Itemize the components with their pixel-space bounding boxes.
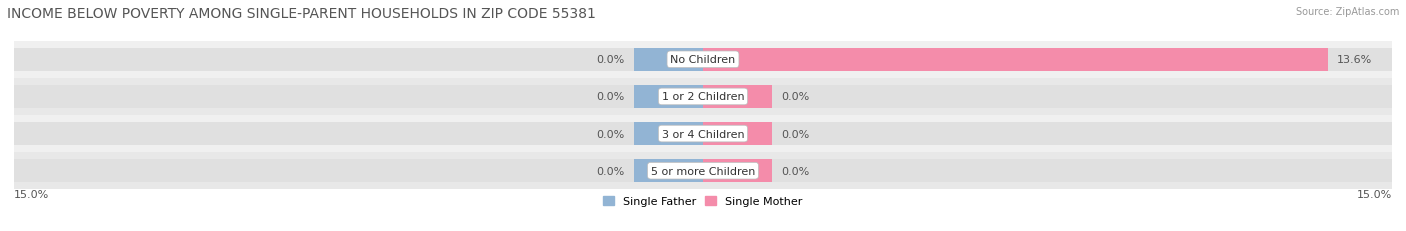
Legend: Single Father, Single Mother: Single Father, Single Mother <box>599 191 807 210</box>
Text: 0.0%: 0.0% <box>782 129 810 139</box>
Text: 1 or 2 Children: 1 or 2 Children <box>662 92 744 102</box>
Bar <box>14 152 1392 189</box>
Bar <box>703 85 772 109</box>
Text: 3 or 4 Children: 3 or 4 Children <box>662 129 744 139</box>
Text: 0.0%: 0.0% <box>782 166 810 176</box>
Text: 0.0%: 0.0% <box>596 92 624 102</box>
Text: 5 or more Children: 5 or more Children <box>651 166 755 176</box>
Bar <box>14 42 1392 79</box>
Bar <box>703 85 1392 109</box>
Text: 0.0%: 0.0% <box>596 55 624 65</box>
Bar <box>14 159 703 182</box>
Text: 13.6%: 13.6% <box>1337 55 1372 65</box>
Bar <box>14 79 1392 116</box>
Bar <box>634 49 703 72</box>
Text: 0.0%: 0.0% <box>782 92 810 102</box>
Text: 15.0%: 15.0% <box>14 189 49 199</box>
Bar <box>634 159 703 182</box>
Bar <box>634 122 703 146</box>
Bar <box>703 49 1327 72</box>
Bar <box>703 122 1392 146</box>
Bar <box>14 85 703 109</box>
Text: No Children: No Children <box>671 55 735 65</box>
Bar <box>703 49 1392 72</box>
Bar <box>703 159 772 182</box>
Bar <box>14 49 703 72</box>
Text: 0.0%: 0.0% <box>596 129 624 139</box>
Bar <box>703 159 1392 182</box>
Bar <box>634 85 703 109</box>
Text: 0.0%: 0.0% <box>596 166 624 176</box>
Bar <box>14 116 1392 152</box>
Bar <box>14 122 703 146</box>
Text: 15.0%: 15.0% <box>1357 189 1392 199</box>
Text: Source: ZipAtlas.com: Source: ZipAtlas.com <box>1295 7 1399 17</box>
Bar <box>703 122 772 146</box>
Text: INCOME BELOW POVERTY AMONG SINGLE-PARENT HOUSEHOLDS IN ZIP CODE 55381: INCOME BELOW POVERTY AMONG SINGLE-PARENT… <box>7 7 596 21</box>
